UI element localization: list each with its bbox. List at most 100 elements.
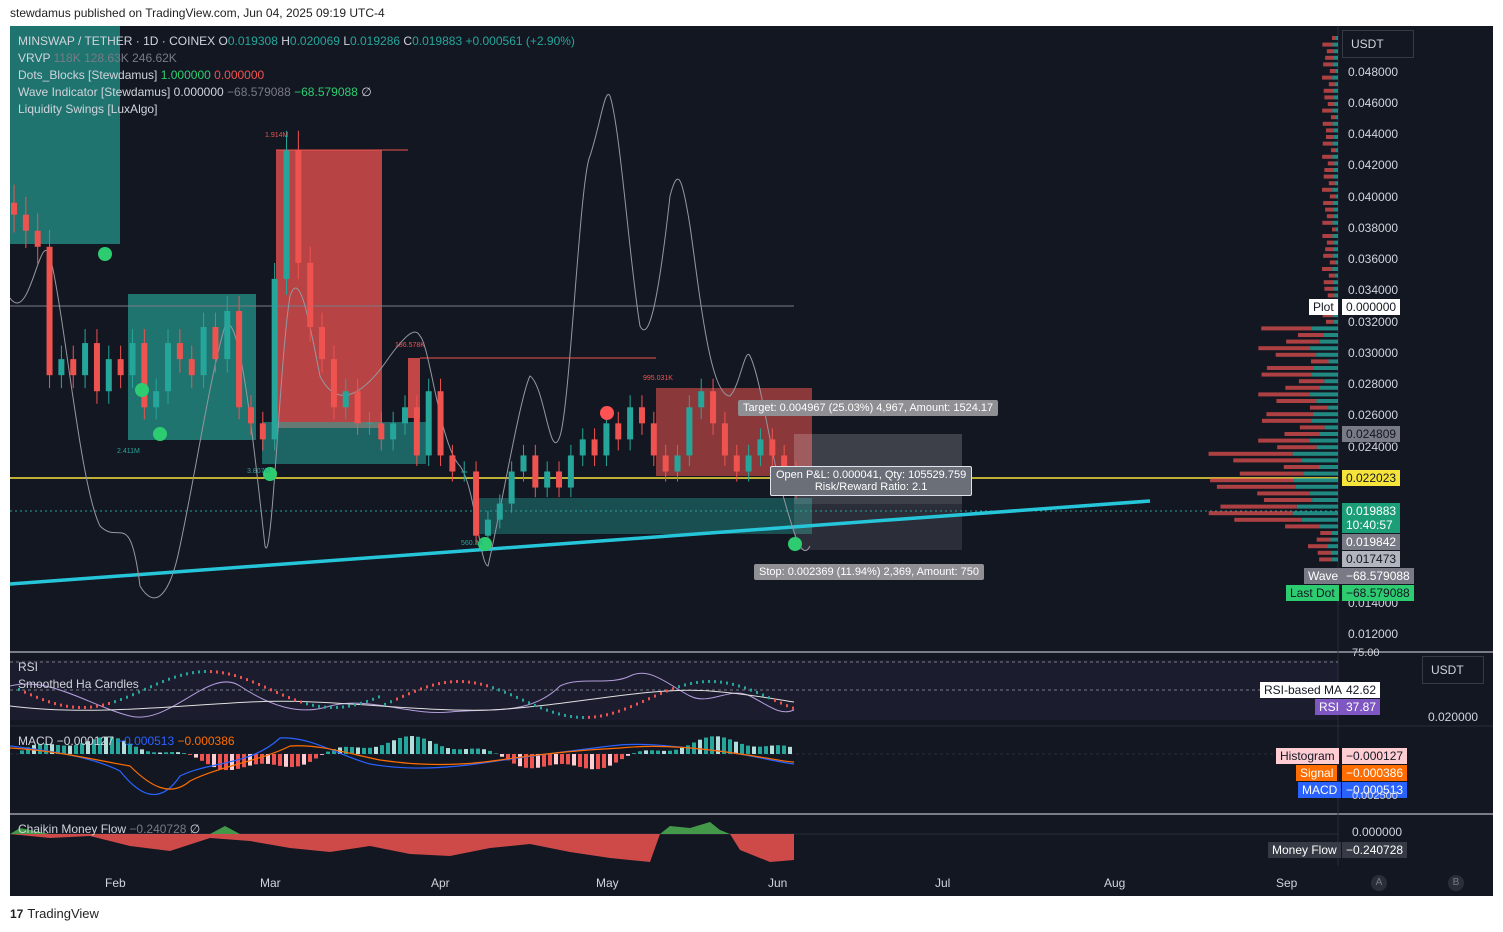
symbol-label[interactable]: MINSWAP / TETHER · 1D · COINEX <box>18 34 216 48</box>
ha-candle <box>120 698 122 702</box>
open-label: O <box>218 34 228 48</box>
position-open-label[interactable]: Open P&L: 0.000041, Qty: 105529.759 Risk… <box>770 466 973 496</box>
ha-candle <box>60 703 62 707</box>
volume-profile-sell-bar <box>1323 62 1333 67</box>
ha-candle <box>642 699 644 703</box>
candle-body <box>259 423 266 440</box>
volume-profile-buy-bar <box>1333 319 1338 324</box>
candle-body <box>615 423 622 440</box>
ha-candle <box>456 680 458 684</box>
volume-profile-buy-bar <box>1335 115 1338 120</box>
position-stop-zone <box>794 504 962 550</box>
candle-countdown: 10:40:57 <box>1346 518 1393 532</box>
rsi-legend[interactable]: RSI <box>18 660 39 674</box>
volume-profile-buy-bar <box>1310 346 1338 351</box>
log-scale-button[interactable]: B <box>1448 875 1464 891</box>
macd-histogram-bar <box>194 754 198 758</box>
auto-scale-button[interactable]: A <box>1371 875 1387 891</box>
volume-profile-buy-bar <box>1333 280 1338 285</box>
candle-body <box>70 359 77 376</box>
zone-volume-label: 186.578K <box>395 342 425 349</box>
macd-histogram-bar <box>140 749 144 754</box>
ha-candle <box>234 674 236 678</box>
volume-profile-sell-bar <box>1285 385 1320 390</box>
candle-body <box>603 423 610 456</box>
position-target-label[interactable]: Target: 0.004967 (25.03%) 4,967, Amount:… <box>738 400 999 416</box>
volume-profile-sell-bar <box>1322 108 1333 113</box>
position-stop-label[interactable]: Stop: 0.002369 (11.94%) 2,369, Amount: 7… <box>754 564 984 580</box>
macd-histogram-bar <box>428 741 432 754</box>
volume-profile-sell-bar <box>1266 366 1314 370</box>
ha-candle <box>162 680 164 684</box>
macd-histogram-bar <box>242 754 246 768</box>
tradingview-brand[interactable]: TradingView <box>27 906 99 921</box>
volume-profile-buy-bar <box>1319 385 1338 390</box>
volume-profile-sell-bar <box>1330 148 1336 153</box>
currency-selector-2[interactable]: USDT <box>1422 656 1484 684</box>
cmf-legend[interactable]: Chaikin Money Flow −0.240728 ∅ <box>18 822 200 836</box>
wave-label[interactable]: Wave Indicator [Stewdamus] <box>18 85 171 99</box>
ha-candle <box>198 670 200 674</box>
cmf-value: −0.240728 <box>129 822 187 836</box>
ha-candle <box>114 700 116 704</box>
ha-candle <box>792 706 794 710</box>
signal-dot-green <box>153 427 167 441</box>
volume-profile-sell-bar <box>1239 471 1304 476</box>
ha-candle <box>360 701 362 705</box>
ha-candle <box>204 670 206 674</box>
macd-legend[interactable]: MACD −0.000127 −0.000513 −0.000386 <box>18 734 235 748</box>
tradingview-logo-icon[interactable]: 17 <box>10 906 24 921</box>
currency-selector[interactable]: USDT <box>1342 30 1414 58</box>
chart-frame[interactable]: MINSWAP / TETHER · 1D · COINEX O0.019308… <box>10 26 1493 896</box>
volume-profile-sell-bar <box>1329 260 1336 265</box>
macd-histogram-bar <box>350 746 354 754</box>
symbol-legend[interactable]: MINSWAP / TETHER · 1D · COINEX O0.019308… <box>18 34 575 48</box>
ha-candle <box>288 696 290 700</box>
ha-candle <box>168 677 170 681</box>
ha-candles <box>18 670 794 719</box>
wave-legend[interactable]: Wave Indicator [Stewdamus] 0.000000 −68.… <box>18 85 372 99</box>
macd-histogram-bar <box>164 752 168 754</box>
volume-profile-buy-bar <box>1311 326 1338 331</box>
volume-profile-sell-bar <box>1324 95 1334 100</box>
volume-profile-sell-bar <box>1325 128 1334 133</box>
macd-histogram-bar <box>386 742 390 754</box>
dots-label[interactable]: Dots_Blocks [Stewdamus] <box>18 68 158 82</box>
volume-profile-buy-bar <box>1310 392 1338 397</box>
candle-body <box>473 471 480 536</box>
candle-body <box>591 439 598 456</box>
signal-tag-value: −0.000386 <box>1342 765 1408 781</box>
volume-profile-buy-bar <box>1301 517 1338 522</box>
liquidity-legend[interactable]: Liquidity Swings [LuxAlgo] <box>18 102 157 116</box>
price-tick: 0.028000 <box>1348 377 1399 391</box>
ha-candle <box>300 700 302 704</box>
ha-candle <box>774 698 776 702</box>
macd-histogram-bar <box>266 754 270 764</box>
low-label: L <box>343 34 350 48</box>
position-rr-text: Risk/Reward Ratio: 2.1 <box>814 481 928 493</box>
volume-profile-sell-bar <box>1316 537 1331 542</box>
chart-canvas[interactable] <box>10 26 1493 896</box>
macd-histogram-bar <box>476 748 480 754</box>
liquidity-label[interactable]: Liquidity Swings [LuxAlgo] <box>18 102 158 116</box>
vrvp-legend[interactable]: VRVP 118K 128.63K 246.62K <box>18 51 177 65</box>
cmf-title[interactable]: Chaikin Money Flow <box>18 822 127 836</box>
ha-candle <box>636 702 638 706</box>
macd-histogram-bar <box>464 749 468 754</box>
macd-title[interactable]: MACD <box>18 734 54 748</box>
volume-profile-sell-bar <box>1261 418 1312 423</box>
macd-value-2: −0.000513 <box>117 734 175 748</box>
ha-legend[interactable]: Smoothed Ha Candles <box>18 677 139 691</box>
vrvp-label[interactable]: VRVP <box>18 51 51 65</box>
ha-candle <box>474 681 476 685</box>
volume-profile-buy-bar <box>1335 148 1338 153</box>
macd-histogram-bar <box>680 747 684 754</box>
candle-body <box>484 519 491 536</box>
dots-legend[interactable]: Dots_Blocks [Stewdamus] 1.000000 0.00000… <box>18 68 264 82</box>
macd-histogram-bar <box>488 750 492 754</box>
ha-candle <box>414 689 416 693</box>
time-tick: Jun <box>768 876 788 890</box>
volume-profile-buy-bar <box>1335 227 1338 232</box>
candle-body <box>46 246 53 376</box>
candle-body <box>437 391 444 456</box>
